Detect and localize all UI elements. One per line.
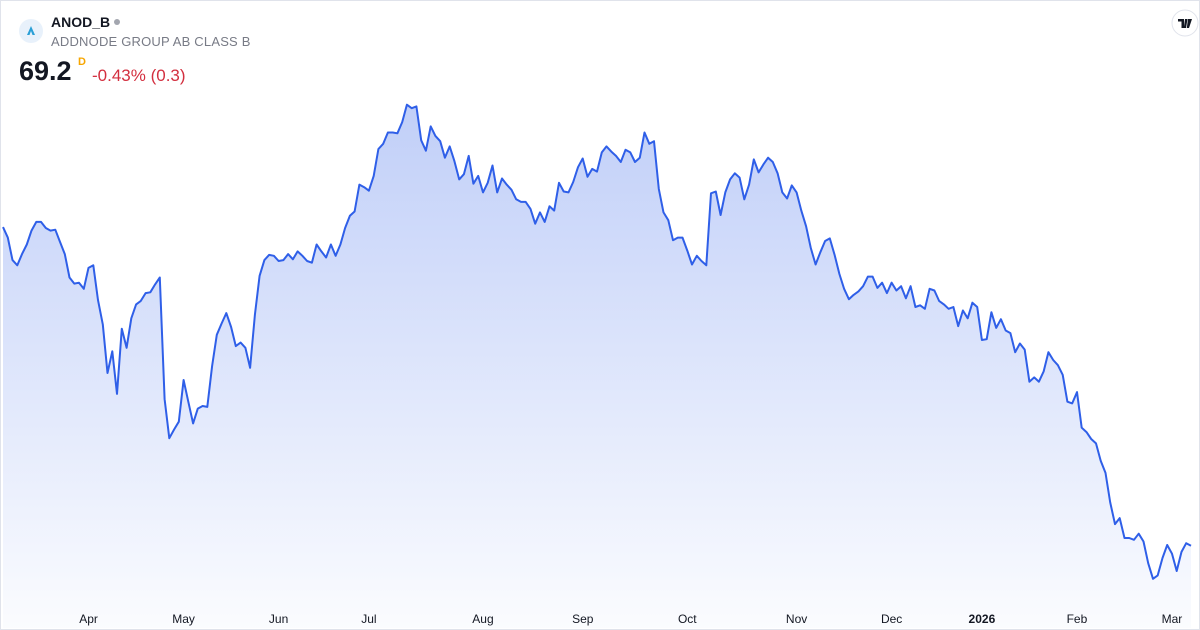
price: 69.2 xyxy=(19,56,72,86)
status-dot xyxy=(114,19,121,25)
price-change: -0.43% (0.3) xyxy=(92,66,186,85)
x-tick-label: Oct xyxy=(678,612,697,626)
tv-logo[interactable] xyxy=(1171,9,1199,37)
x-tick-label: Jun xyxy=(269,612,288,626)
x-tick-label: Feb xyxy=(1067,612,1088,626)
x-tick-label: May xyxy=(172,612,195,626)
interval: D xyxy=(78,56,86,68)
x-tick-label: Mar xyxy=(1162,612,1183,626)
instrument-name: ADDNODE GROUP AB CLASS B xyxy=(51,34,251,49)
x-tick-label: Aug xyxy=(472,612,493,626)
logo xyxy=(19,19,43,43)
x-tick-label: Sep xyxy=(572,612,594,626)
x-tick-label: Dec xyxy=(881,612,902,626)
x-tick-label: Jul xyxy=(361,612,376,626)
x-tick-label: Nov xyxy=(786,612,807,626)
area-fill xyxy=(3,104,1191,628)
x-tick-label: Apr xyxy=(79,612,98,626)
logo-icon xyxy=(27,26,35,35)
price-line xyxy=(2,103,1192,580)
symbol-row: ANOD_B xyxy=(51,14,121,30)
symbol: ANOD_B xyxy=(51,14,111,30)
x-tick-label: 2026 xyxy=(969,612,996,626)
